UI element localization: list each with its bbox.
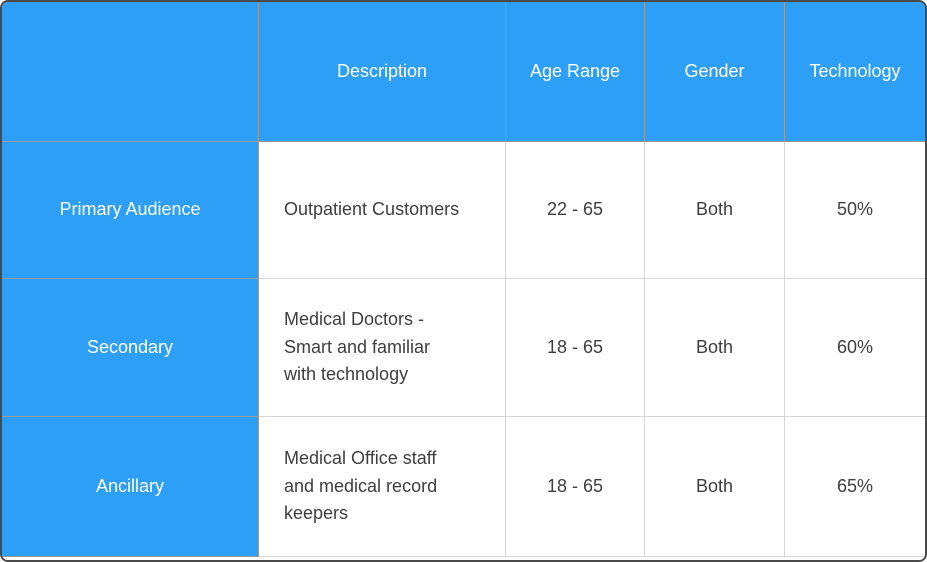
column-header-gender: Gender [645, 2, 785, 142]
cell-description: Medical Doctors - Smart and familiar wit… [259, 279, 506, 417]
cell-description: Medical Office staff and medical record … [259, 417, 506, 557]
cell-technology: 65% [785, 417, 925, 557]
cell-gender: Both [645, 279, 785, 417]
cell-age-range: 18 - 65 [506, 417, 645, 557]
cell-technology: 60% [785, 279, 925, 417]
row-label-secondary: Secondary [2, 279, 259, 417]
header-cell-empty [2, 2, 259, 142]
cell-gender: Both [645, 142, 785, 279]
row-label-ancillary: Ancillary [2, 417, 259, 557]
column-header-technology: Technology [785, 2, 925, 142]
column-header-age-range: Age Range [506, 2, 645, 142]
cell-description: Outpatient Customers [259, 142, 506, 279]
cell-gender: Both [645, 417, 785, 557]
row-label-primary-audience: Primary Audience [2, 142, 259, 279]
column-header-description: Description [259, 2, 506, 142]
cell-age-range: 18 - 65 [506, 279, 645, 417]
cell-age-range: 22 - 65 [506, 142, 645, 279]
table-bottom-filler [2, 557, 925, 560]
cell-technology: 50% [785, 142, 925, 279]
